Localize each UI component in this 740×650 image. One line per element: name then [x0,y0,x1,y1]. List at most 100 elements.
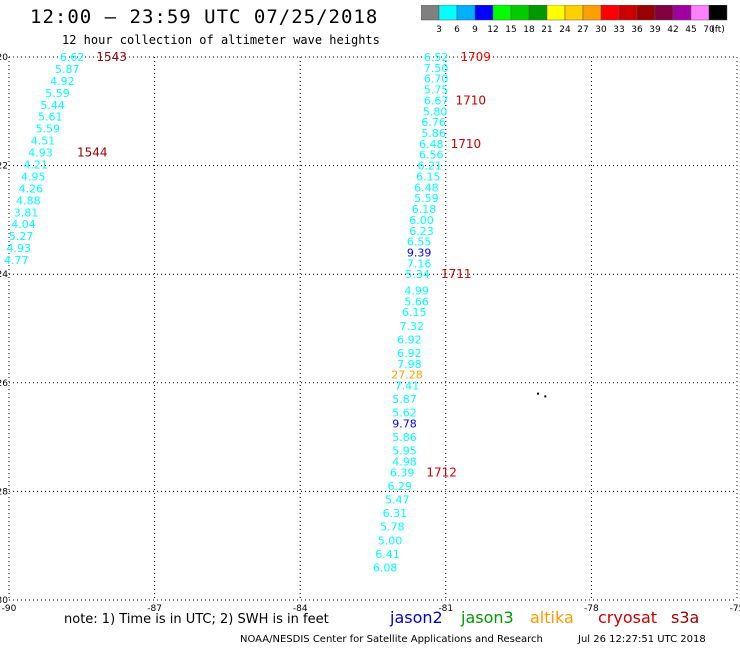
wave-height-label: 6.29 [387,480,412,493]
wave-height-label: 6.52 [424,51,449,64]
colorbar-label: 33 [613,25,624,35]
y-tick-label: -22 [0,162,8,172]
wave-height-label: 6.67 [424,94,449,107]
wave-height-label: 4.77 [4,254,29,267]
wave-height-label: 6.70 [424,73,449,86]
wave-height-label: 5.86 [392,431,417,444]
page-title: 12:00 – 23:59 UTC 07/25/2018 [30,6,379,28]
x-tick-label: -90 [2,604,17,612]
wave-height-label: 5.66 [404,295,429,308]
wave-height-label: 5.80 [423,105,448,118]
colorbar-label: 6 [454,25,460,35]
wave-height-label: 6.55 [407,236,432,249]
time-label: 1709 [460,50,491,64]
colorbar-label: 3 [436,25,442,35]
time-label: 1710 [451,137,482,151]
legend-altika: altika [530,608,574,627]
data-point [544,395,547,398]
colorbar-label: 9 [472,25,478,35]
wave-height-label: 4.51 [31,135,56,148]
wave-height-label: 4.93 [28,147,53,160]
time-label: 1543 [96,50,127,64]
wave-height-label: 6.18 [412,203,437,216]
wave-height-label: 5.59 [36,123,61,136]
wave-height-label: 6.21 [418,160,443,173]
colorbar-label: 18 [523,25,535,35]
wave-height-label: 6.15 [402,306,427,319]
wave-height-label: 4.95 [21,170,46,183]
wave-height-label: 6.00 [409,214,434,227]
colorbar-label: 24 [559,25,571,35]
track-cryosat: 6.527.506.705.756.675.806.765.866.486.56… [373,50,491,574]
wave-height-label: 6.41 [375,548,400,561]
wave-height-label: 6.15 [416,170,441,183]
wave-height-label: 6.39 [390,466,415,479]
x-tick-label: -81 [438,604,453,612]
wave-height-label: 4.26 [19,182,44,195]
wave-height-label: 7.41 [395,380,420,393]
wave-height-label: 4.88 [16,194,41,207]
wave-height-label: 4.99 [404,284,429,297]
wave-height-label: 7.32 [400,320,425,333]
colorbar-label: 27 [577,25,588,35]
y-tick-label: -24 [0,270,8,280]
wave-height-label: 5.44 [40,99,65,112]
wave-height-map: -90 -87 -84 -81 -78 -75 -20 -22 -24 -26 -28 -30 6.62… [0,50,740,612]
time-label: 1711 [441,267,472,281]
y-tick-label: -20 [0,53,8,63]
wave-height-label: 4.21 [23,159,48,172]
wave-height-label: 7.16 [407,257,432,270]
legend-s3a: s3a [671,608,700,627]
color-scale-bar: 3 6 9 12 15 18 21 24 27 30 33 36 39 42 45 70(ft) [421,5,728,35]
x-tick-label: -84 [293,604,308,612]
wave-height-label: 9.78 [392,418,417,431]
wave-height-label: 5.95 [392,445,417,458]
generated-timestamp: Jul 26 12:27:51 UTC 2018 [578,634,706,645]
colorbar-label: 42 [667,25,678,35]
y-tick-label: -28 [0,487,8,497]
credit-text: NOAA/NESDIS Center for Satellite Applica… [240,634,543,645]
page-subtitle: 12 hour collection of altimeter wave hei… [62,33,380,47]
wave-height-label: 4.98 [392,456,417,469]
colorbar-label: 15 [505,25,516,35]
wave-height-label: 5.75 [424,84,449,97]
colorbar-label: (ft) [711,25,725,35]
wave-height-label: 5.87 [55,63,80,76]
wave-height-label: 6.62 [60,51,85,64]
wave-height-label: 3.81 [14,206,39,219]
wave-height-label: 7.98 [397,358,422,371]
wave-height-label: 6.56 [419,149,444,162]
colorbar-swatch [708,5,728,21]
wave-height-label: 9.39 [407,246,432,259]
colorbar-label: 21 [541,25,552,35]
wave-height-label: 5.27 [9,230,34,243]
legend-jason2: jason2 [390,608,443,627]
wave-height-label: 4.04 [11,218,36,231]
wave-height-label: 5.86 [421,127,446,140]
x-tick-label: -87 [147,604,162,612]
wave-height-label: 6.48 [414,181,439,194]
wave-height-label: 6.92 [397,347,422,360]
track-s3a: 6.625.874.925.595.445.615.594.514.934.21… [4,50,127,267]
colorbar-label: 39 [649,25,661,35]
x-tick-label: -75 [730,604,740,612]
wave-height-label: 5.47 [385,494,410,507]
wave-height-label: 6.76 [421,116,446,129]
wave-height-label: 4.93 [6,242,31,255]
wave-height-label: 7.50 [424,62,449,75]
wave-height-label: 6.08 [373,561,398,574]
wave-height-label: 5.62 [392,407,417,420]
colorbar-label: 12 [487,25,498,35]
wave-height-label: 5.78 [380,521,405,534]
colorbar-label: 70 [703,25,715,35]
y-tick-label: -26 [0,379,8,389]
grid [8,56,738,601]
legend-jason3: jason3 [461,608,514,627]
x-tick-label: -78 [584,604,599,612]
wave-height-label: 5.00 [378,534,403,547]
time-label: 1544 [77,146,108,160]
colorbar-label: 30 [595,25,607,35]
time-label: 1712 [426,465,457,479]
wave-height-label: 27.28 [391,369,423,382]
wave-height-label: 5.59 [414,192,439,205]
